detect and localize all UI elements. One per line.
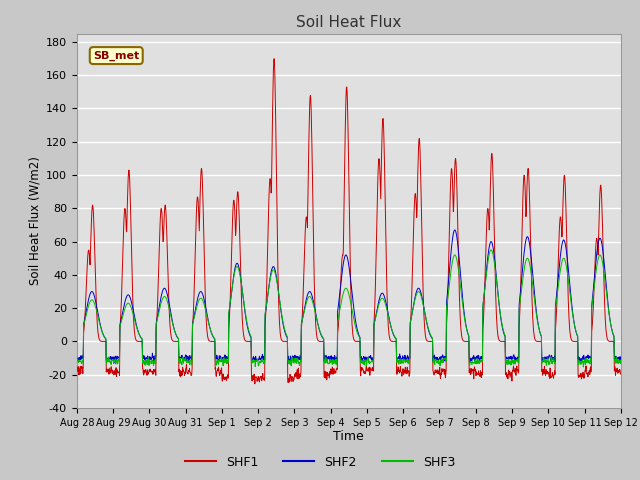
SHF1	[270, 56, 278, 61]
SHF2	[505, 354, 513, 360]
SHF3	[180, 358, 188, 364]
Title: Soil Heat Flux: Soil Heat Flux	[296, 15, 401, 30]
SHF3	[487, 247, 495, 253]
SHF2	[255, 356, 263, 362]
Line: SHF3: SHF3	[77, 250, 621, 367]
SHF3	[433, 359, 441, 365]
SHF3	[617, 358, 625, 364]
Legend: SHF1, SHF2, SHF3: SHF1, SHF2, SHF3	[180, 451, 460, 474]
SHF2	[434, 355, 442, 360]
X-axis label: Time: Time	[333, 431, 364, 444]
SHF1	[251, 381, 259, 387]
SHF1	[553, 300, 561, 305]
SHF1	[255, 375, 263, 381]
Line: SHF1: SHF1	[77, 59, 621, 384]
SHF3	[505, 356, 513, 362]
SHF2	[553, 288, 561, 294]
SHF1	[434, 367, 442, 372]
Text: SB_met: SB_met	[93, 50, 140, 60]
SHF3	[194, 300, 202, 306]
SHF1	[617, 371, 625, 377]
SHF2	[195, 294, 202, 300]
SHF3	[580, 364, 588, 370]
SHF2	[451, 227, 459, 233]
Y-axis label: Soil Heat Flux (W/m2): Soil Heat Flux (W/m2)	[29, 156, 42, 285]
SHF1	[180, 372, 188, 378]
SHF2	[181, 357, 189, 362]
Line: SHF2: SHF2	[77, 230, 621, 363]
SHF1	[194, 194, 202, 200]
SHF2	[617, 358, 625, 363]
SHF2	[73, 357, 81, 362]
SHF3	[553, 298, 561, 303]
SHF1	[73, 369, 81, 374]
SHF2	[110, 360, 118, 366]
SHF1	[505, 370, 513, 376]
SHF3	[73, 359, 81, 364]
SHF3	[255, 363, 262, 369]
